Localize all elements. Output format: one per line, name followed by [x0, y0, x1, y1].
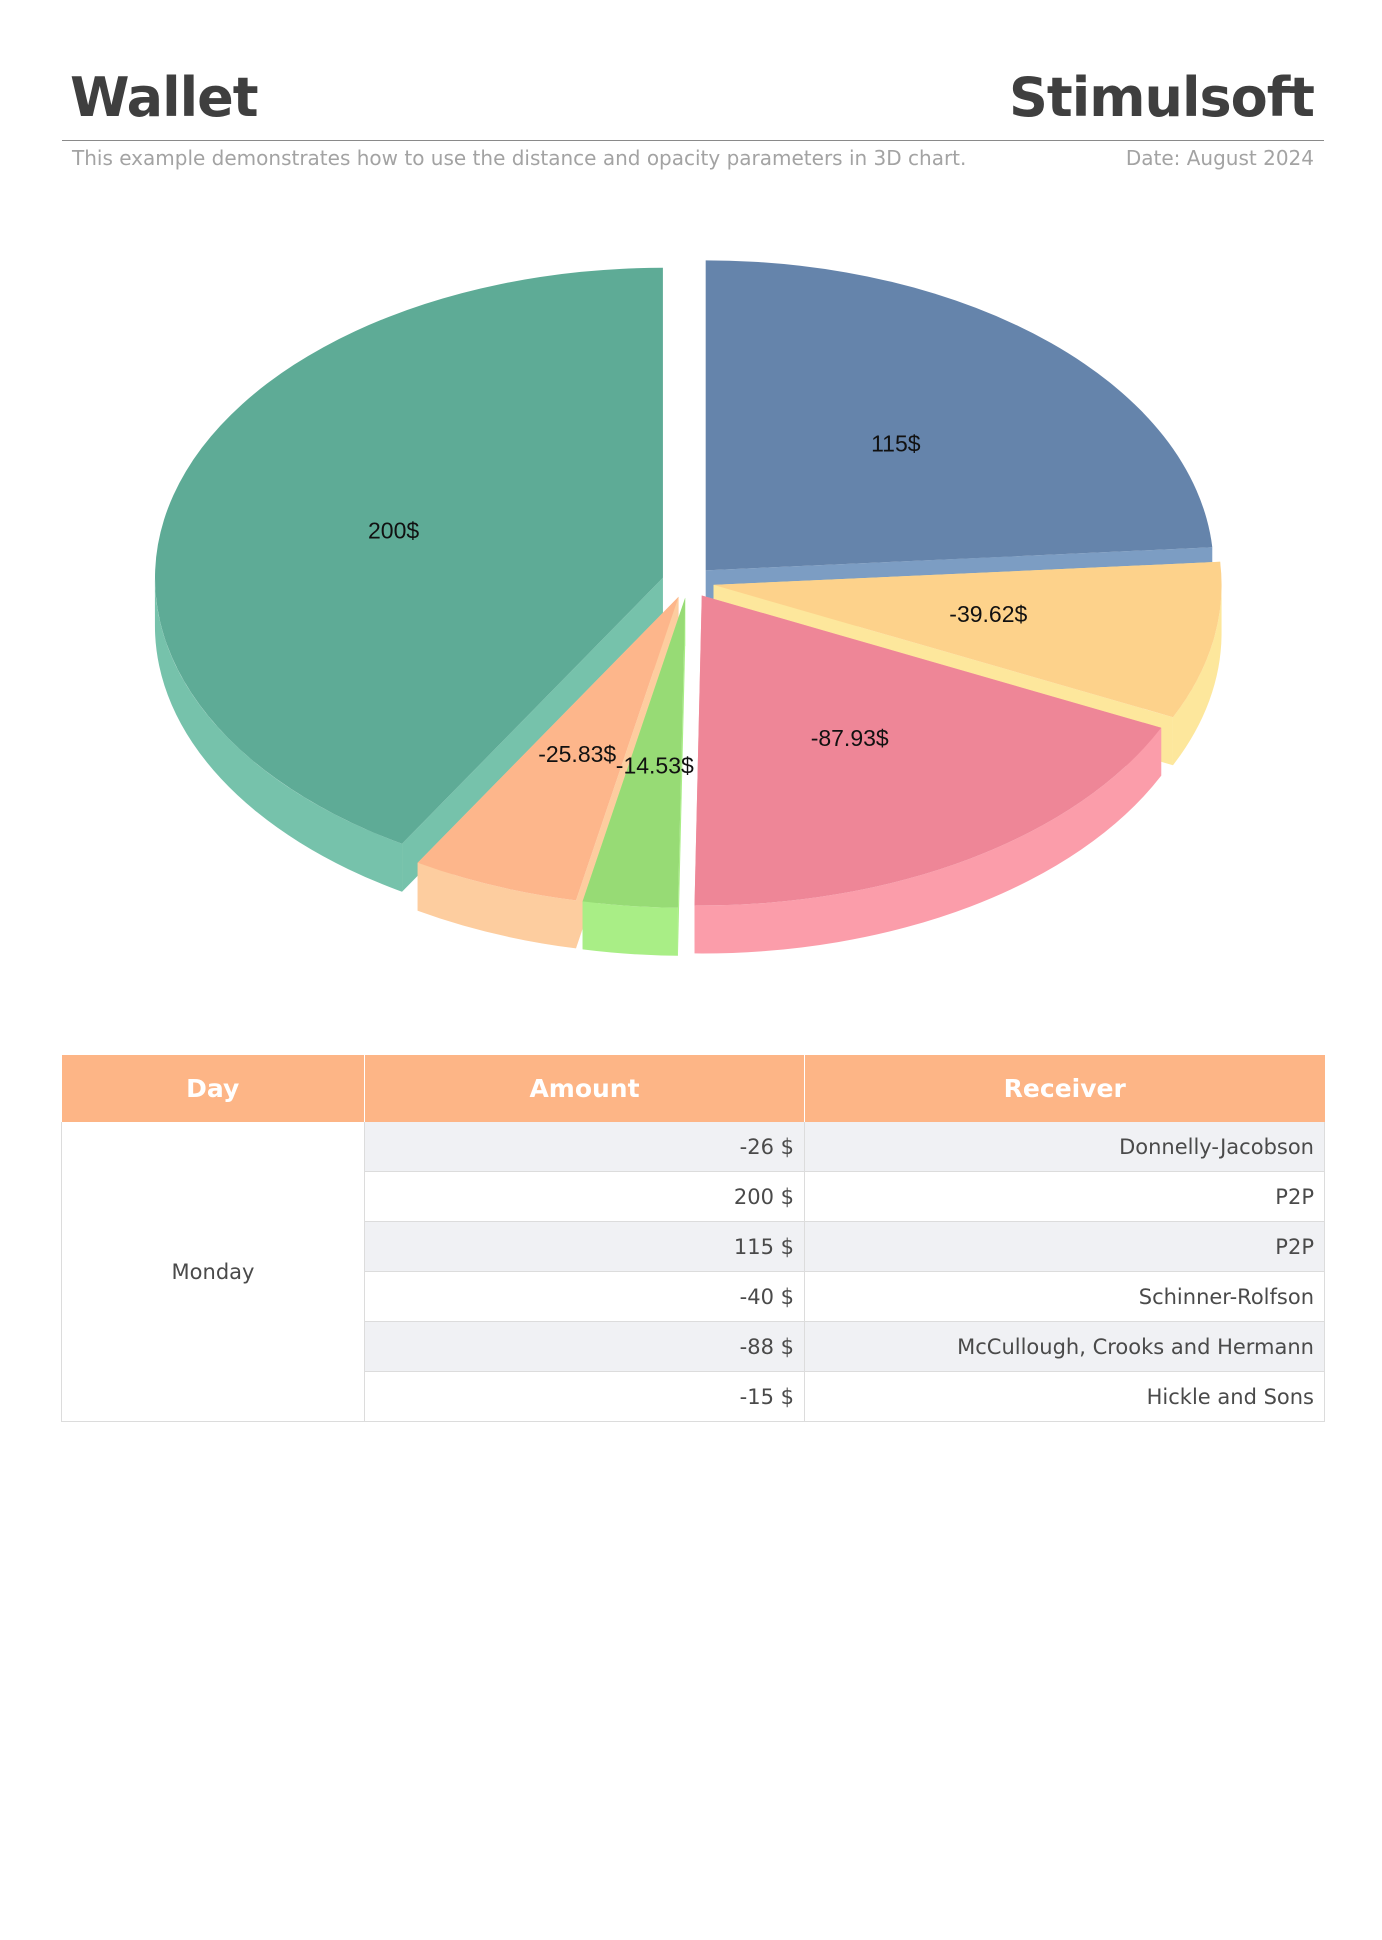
- pie-slice-top: [155, 267, 663, 844]
- data-label: -87.93$: [811, 725, 889, 751]
- receiver-cell: Schinner-Rolfson: [804, 1271, 1325, 1322]
- amount-cell: 200 $: [364, 1171, 805, 1222]
- table-row: -88 $ McCullough, Crooks and Hermann: [62, 1321, 1325, 1372]
- pie-chart: 115$ -39.62$ -87.93$ -14.53$-25.83$ 200$: [154, 260, 1222, 956]
- day-cell: Monday: [61, 1122, 365, 1422]
- page-description: This example demonstrates how to use the…: [72, 146, 967, 170]
- receiver-cell: McCullough, Crooks and Hermann: [804, 1321, 1325, 1372]
- pie-slice-wall: [677, 597, 686, 956]
- pie-slice-rim: [582, 901, 678, 956]
- table-row: -40 $ Schinner-Rolfson: [62, 1271, 1325, 1322]
- brand-name: Stimulsoft: [1009, 66, 1315, 129]
- column-header-amount: Amount: [364, 1055, 805, 1122]
- receiver-cell: P2P: [804, 1221, 1325, 1272]
- pie-slice-rim: [417, 862, 576, 949]
- table-row: Monday -26 $ Donnelly-Jacobson: [61, 1122, 1325, 1422]
- table-row: 200 $ P2P: [62, 1171, 1325, 1222]
- data-label: 115$: [871, 430, 921, 456]
- receiver-cell: P2P: [804, 1171, 1325, 1222]
- pie-slice-rim: [694, 727, 1162, 954]
- pie-slice: [705, 260, 1213, 619]
- page-title: Wallet: [70, 66, 259, 129]
- column-header-day: Day: [61, 1055, 365, 1122]
- pie-slice-rim: [1172, 584, 1222, 766]
- column-header-receiver: Receiver: [804, 1055, 1325, 1122]
- amount-cell: -88 $: [364, 1321, 805, 1372]
- pie-slice-rim: [154, 577, 403, 892]
- amount-cell: -15 $: [364, 1371, 805, 1422]
- amount-cell: -40 $: [364, 1271, 805, 1322]
- receiver-cell: Donnelly-Jacobson: [804, 1122, 1325, 1172]
- receiver-cell: Hickle and Sons: [804, 1371, 1325, 1422]
- pie-slice-top: [694, 595, 1162, 906]
- pie-slice-top: [705, 260, 1213, 571]
- data-label: 200$: [368, 517, 419, 543]
- amount-cell: -26 $: [364, 1122, 805, 1172]
- report-date: Date: August 2024: [1125, 146, 1314, 170]
- pie-slice-top: [417, 596, 679, 901]
- amount-cell: 115 $: [364, 1221, 805, 1272]
- header-divider: [62, 140, 1324, 141]
- pie-slice-top: [713, 561, 1222, 718]
- pie-slice-top: [582, 597, 686, 908]
- table-header-row: Day Amount Receiver: [61, 1055, 1325, 1122]
- pie-slice: [694, 595, 1162, 954]
- data-label: -25.83$: [538, 741, 616, 767]
- pie-sides: [154, 260, 1222, 956]
- pie-slice: [582, 597, 686, 956]
- table-row: 115 $ P2P: [62, 1221, 1325, 1272]
- table-row: -15 $ Hickle and Sons: [62, 1371, 1325, 1422]
- data-label: -14.53$: [616, 752, 694, 778]
- data-label: -39.62$: [949, 601, 1027, 627]
- transactions-table: Day Amount Receiver Monday -26 $ Donnell…: [61, 1055, 1325, 1422]
- pie-labels: 115$ -39.62$ -87.93$ -14.53$-25.83$ 200$: [368, 430, 1027, 778]
